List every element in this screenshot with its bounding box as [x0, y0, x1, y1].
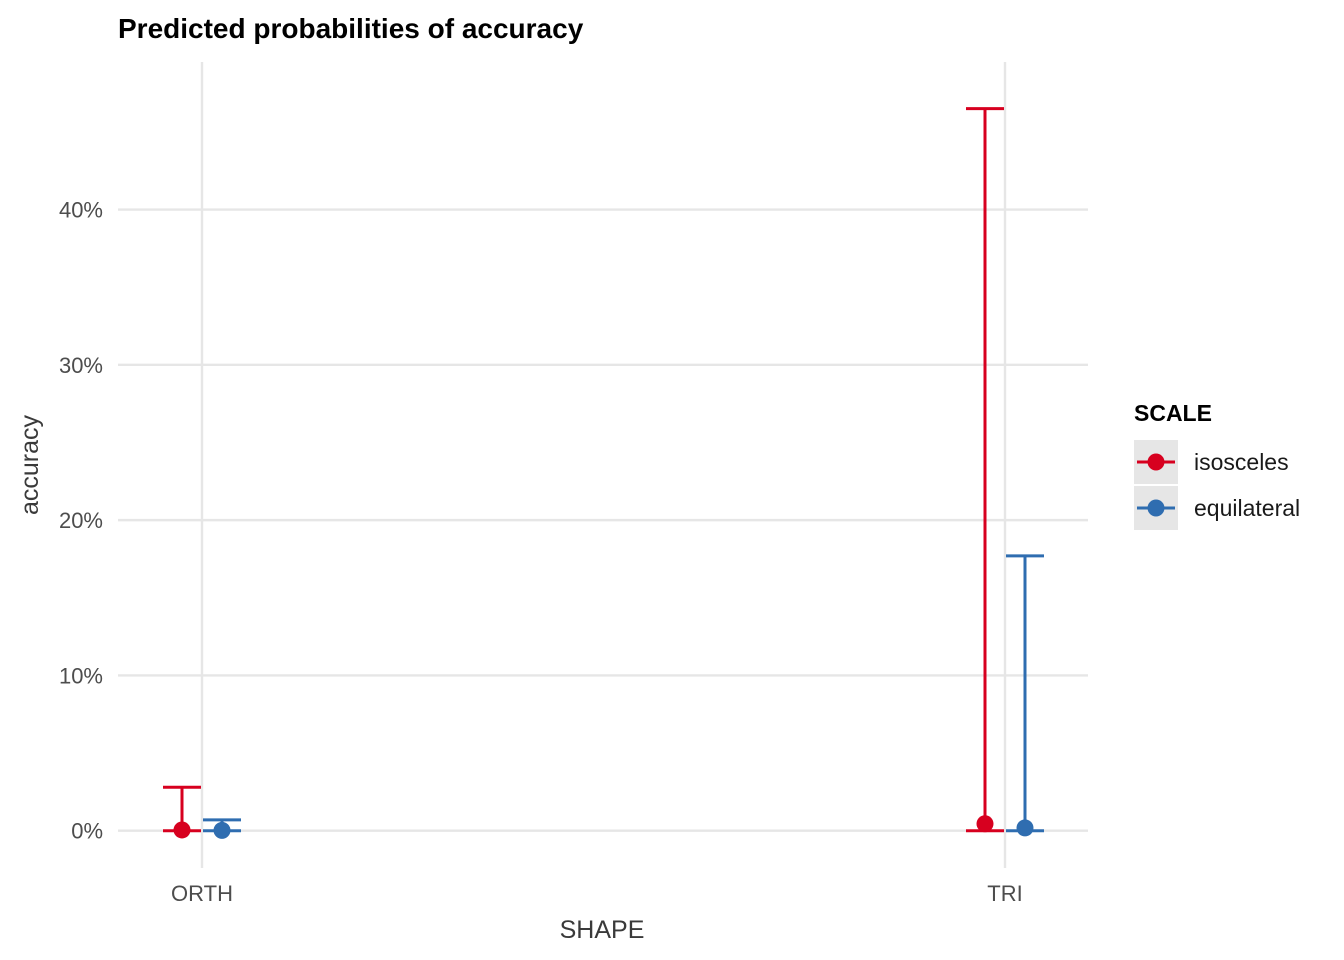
chart-marks [163, 107, 1044, 839]
y-tick-label: 30% [59, 353, 103, 378]
legend-label: equilateral [1194, 495, 1300, 521]
x-tick-label: ORTH [171, 881, 233, 906]
y-axis-title: accuracy [16, 414, 44, 515]
legend-item-equilateral: equilateral [1134, 486, 1300, 530]
legend-label: isosceles [1194, 449, 1289, 475]
y-tick-label: 0% [71, 819, 103, 844]
estimate-point [213, 821, 231, 839]
legend-key-point [1147, 499, 1165, 517]
errorbar-isosceles-TRI [966, 107, 1004, 833]
x-axis-title: SHAPE [560, 916, 645, 944]
legend-title: SCALE [1134, 400, 1212, 426]
estimate-point [173, 821, 191, 839]
estimate-point [1016, 819, 1034, 837]
y-axis-ticks: 0% 10% 20% 30% 40% [59, 198, 103, 844]
errorbar-equilateral-TRI [1006, 554, 1044, 837]
y-tick-label: 40% [59, 198, 103, 223]
legend-item-isosceles: isosceles [1134, 440, 1289, 484]
legend: SCALE isosceles equilateral [1134, 400, 1300, 530]
legend-items: isosceles equilateral [1134, 440, 1300, 530]
errorbar-equilateral-ORTH [203, 818, 241, 839]
y-tick-label: 10% [59, 663, 103, 688]
x-axis-ticks: ORTH TRI [171, 881, 1023, 906]
x-tick-label: TRI [987, 881, 1022, 906]
estimate-point [976, 815, 994, 833]
errorbar-isosceles-ORTH [163, 785, 201, 839]
gridlines [118, 62, 1088, 868]
chart-title: Predicted probabilities of accuracy [118, 13, 584, 44]
y-tick-label: 20% [59, 508, 103, 533]
legend-key-point [1147, 453, 1165, 471]
